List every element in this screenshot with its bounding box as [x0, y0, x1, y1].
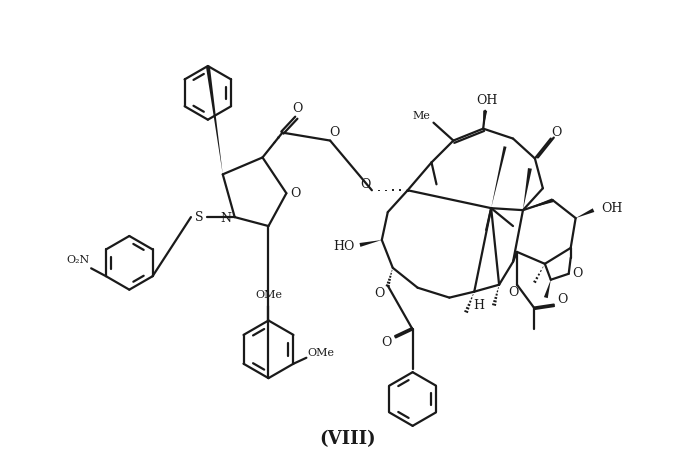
Text: O: O: [382, 336, 392, 349]
Text: O: O: [552, 126, 562, 139]
Text: O: O: [572, 267, 583, 280]
Polygon shape: [359, 240, 382, 247]
Text: OMe: OMe: [255, 290, 282, 300]
Polygon shape: [523, 168, 532, 210]
Polygon shape: [576, 208, 594, 218]
Text: OH: OH: [477, 94, 498, 107]
Text: O: O: [292, 102, 303, 115]
Polygon shape: [544, 280, 551, 298]
Text: O: O: [558, 293, 568, 306]
Text: O: O: [290, 187, 301, 200]
Polygon shape: [206, 66, 223, 174]
Text: O: O: [329, 126, 339, 139]
Polygon shape: [483, 111, 487, 129]
Text: S: S: [194, 211, 203, 224]
Text: O: O: [508, 286, 518, 299]
Text: OMe: OMe: [308, 348, 335, 358]
Text: N: N: [220, 212, 231, 225]
Text: O: O: [375, 287, 385, 300]
Text: H: H: [474, 299, 484, 312]
Text: OH: OH: [600, 202, 622, 215]
Text: Me: Me: [412, 111, 431, 121]
Polygon shape: [523, 198, 554, 210]
Text: O₂N: O₂N: [66, 255, 90, 265]
Polygon shape: [491, 146, 507, 208]
Text: (VIII): (VIII): [319, 430, 376, 448]
Text: HO: HO: [333, 241, 354, 253]
Text: O: O: [361, 178, 371, 191]
